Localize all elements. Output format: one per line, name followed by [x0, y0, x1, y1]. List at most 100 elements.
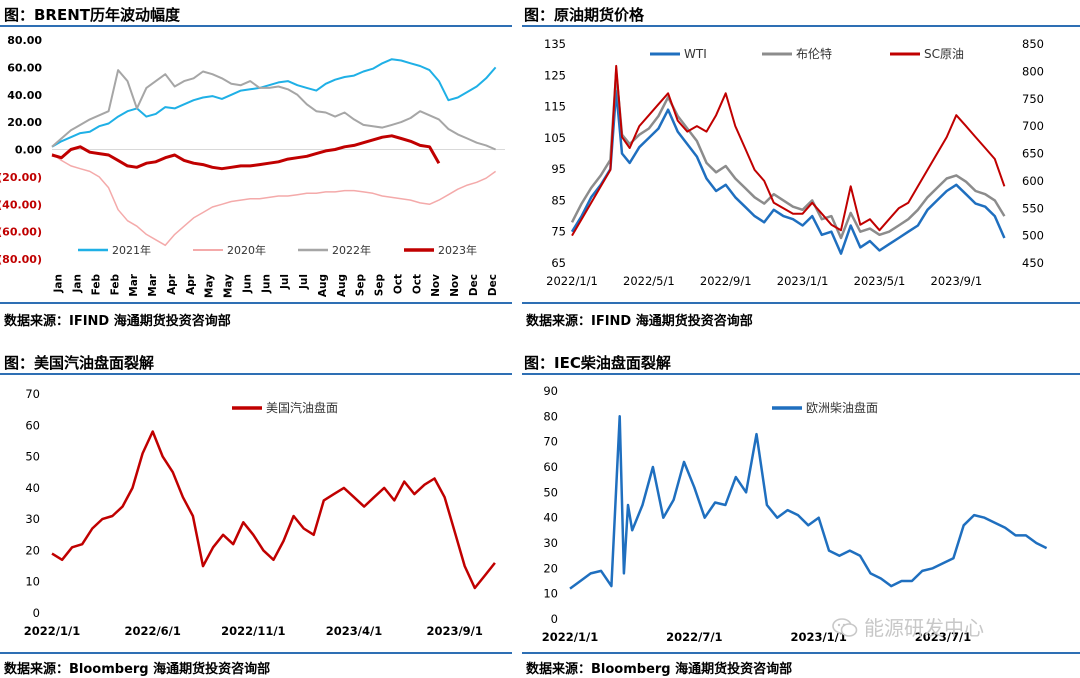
series-line-2021年: [51, 58, 497, 148]
chart-title-gasoline: 图：美国汽油盘面裂解: [4, 354, 155, 372]
crude-chart: 65 75 85 95 105 115 125 135 450 500 550 600 650 700 75…: [544, 37, 1044, 288]
x-tick-label: 2023/9/1: [426, 624, 482, 638]
legend-label: WTI: [684, 47, 707, 61]
x-tick-label: Sep: [374, 274, 386, 297]
x-tick-label: 2022/9/1: [700, 274, 752, 288]
y-tick-label: 40: [25, 481, 40, 495]
x-tick-label: Oct: [411, 274, 423, 294]
x-tick-label: Aug: [336, 274, 348, 297]
x-tick-label: 2022/7/1: [666, 630, 722, 644]
y-tick-label: 50: [25, 450, 40, 464]
series-line-WTI: [570, 89, 1006, 255]
y-left-tick-label: 135: [544, 37, 566, 51]
source-line: [0, 302, 512, 304]
source-text-diesel: 数据来源：Bloomberg 海通期货投资咨询部: [526, 662, 793, 677]
source-line: [522, 652, 1080, 654]
x-tick-label: Jun: [260, 274, 272, 294]
source-line: [522, 302, 1080, 304]
y-left-tick-label: 125: [544, 68, 566, 82]
y-tick-label: 0.00: [15, 144, 42, 157]
legend-label: 2020年: [227, 243, 266, 257]
y-tick-label: 70: [25, 387, 40, 401]
source-text-brent: 数据来源：IFIND 海通期货投资咨询部: [4, 314, 231, 329]
x-tick-label: 2023/1/1: [790, 630, 846, 644]
y-tick-label: 10: [25, 575, 40, 589]
y-tick-label: 40: [543, 511, 558, 525]
x-tick-label: Apr: [185, 273, 197, 295]
y-tick-label: (80.00): [0, 253, 42, 266]
x-tick-label: Jun: [241, 274, 253, 294]
legend-label: 布伦特: [796, 46, 832, 61]
y-right-tick-label: 500: [1022, 229, 1044, 243]
x-tick-label: 2022/1/1: [24, 624, 80, 638]
x-tick-label: Feb: [109, 274, 121, 296]
source-text-gasoline: 数据来源：Bloomberg 海通期货投资咨询部: [4, 662, 271, 677]
legend-label: 2023年: [438, 243, 477, 257]
wechat-icon: [832, 618, 858, 637]
y-tick-label: 0: [33, 606, 40, 620]
series-line-美国汽油盘面: [51, 430, 496, 590]
x-tick-label: 2023/1/1: [777, 274, 829, 288]
y-left-tick-label: 95: [551, 162, 566, 176]
series-line-2020年: [51, 152, 497, 247]
y-left-tick-label: 105: [544, 131, 566, 145]
x-tick-label: 2023/9/1: [931, 274, 983, 288]
y-tick-label: 90: [543, 384, 558, 398]
series-line-布伦特: [570, 70, 1006, 240]
y-tick-label: 80: [543, 409, 558, 423]
brent-chart: 80.00 60.00 40.00 20.00 0.00 (20.00) (40.00) (6…: [0, 34, 505, 298]
y-tick-label: 60: [543, 460, 558, 474]
y-left-tick-label: 85: [551, 193, 566, 207]
x-tick-label: 2023/7/1: [915, 630, 971, 644]
title-underline: [522, 25, 1080, 27]
x-tick-label: 2023/4/1: [326, 624, 382, 638]
y-right-tick-label: 600: [1022, 174, 1044, 188]
x-tick-label: May: [204, 274, 216, 298]
x-tick-label: 2022/1/1: [542, 630, 598, 644]
y-tick-label: (60.00): [0, 226, 42, 239]
x-tick-label: 2023/5/1: [854, 274, 906, 288]
y-left-tick-label: 115: [544, 100, 566, 114]
chart-title-crude: 图：原油期货价格: [524, 6, 645, 24]
y-tick-label: 30: [25, 512, 40, 526]
title-underline: [522, 373, 1080, 375]
source-text-crude: 数据来源：IFIND 海通期货投资咨询部: [526, 314, 753, 329]
x-tick-label: Apr: [166, 273, 178, 295]
x-tick-label: Nov: [449, 274, 461, 297]
y-tick-label: 60.00: [7, 61, 42, 74]
x-tick-label: Jul: [279, 274, 291, 290]
x-tick-label: Sep: [355, 274, 367, 297]
y-tick-label: 20: [25, 543, 40, 557]
x-tick-label: 2022/5/1: [623, 274, 675, 288]
y-left-tick-label: 75: [551, 225, 566, 239]
y-right-tick-label: 750: [1022, 92, 1044, 106]
diesel-chart: 0 10 20 30 40 50 60 70 80 90 2022/1/1 2022/7/1 2023/…: [542, 384, 1048, 644]
y-right-tick-label: 850: [1022, 37, 1044, 51]
y-tick-label: 70: [543, 435, 558, 449]
y-tick-label: 40.00: [7, 89, 42, 102]
y-left-tick-label: 65: [551, 256, 566, 270]
x-tick-label: 2022/11/1: [221, 624, 285, 638]
watermark-text: 能源研发中心: [864, 616, 984, 640]
series-line-2023年: [51, 134, 441, 171]
source-line: [0, 652, 512, 654]
legend-label: 欧洲柴油盘面: [806, 400, 878, 415]
x-tick-label: Aug: [317, 274, 329, 297]
x-tick-label: Mar: [128, 273, 140, 297]
x-tick-label: Oct: [392, 274, 404, 294]
y-tick-label: 30: [543, 536, 558, 550]
y-tick-label: (20.00): [0, 171, 42, 184]
y-right-tick-label: 550: [1022, 201, 1044, 215]
x-tick-label: Mar: [147, 273, 159, 297]
legend-label: 2021年: [112, 243, 151, 257]
y-tick-label: (40.00): [0, 198, 42, 211]
x-tick-label: Feb: [90, 274, 102, 296]
series-line-SC原油: [571, 64, 1006, 237]
x-tick-label: 2022/6/1: [124, 624, 180, 638]
y-tick-label: 60: [25, 418, 40, 432]
y-tick-label: 80.00: [7, 34, 42, 47]
y-right-tick-label: 700: [1022, 119, 1044, 133]
chart-title-diesel: 图：IEC柴油盘面裂解: [524, 354, 671, 372]
y-tick-label: 50: [543, 485, 558, 499]
watermark: 能源研发中心: [832, 612, 984, 641]
